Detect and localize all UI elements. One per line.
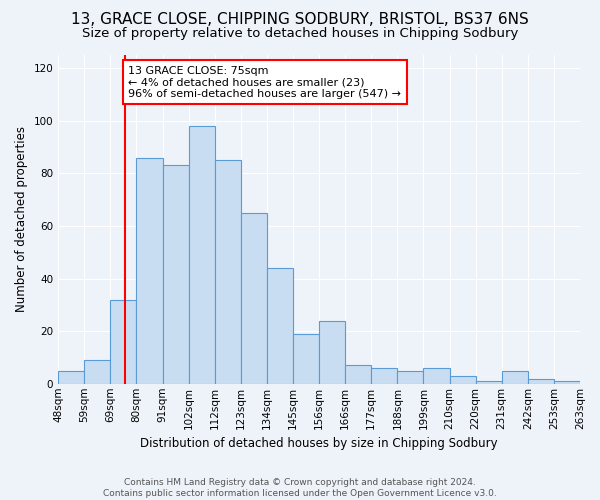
Bar xyxy=(58,370,84,384)
Text: 13 GRACE CLOSE: 75sqm
← 4% of detached houses are smaller (23)
96% of semi-detac: 13 GRACE CLOSE: 75sqm ← 4% of detached h… xyxy=(128,66,401,98)
Bar xyxy=(136,158,163,384)
Bar xyxy=(110,300,136,384)
X-axis label: Distribution of detached houses by size in Chipping Sodbury: Distribution of detached houses by size … xyxy=(140,437,498,450)
Bar xyxy=(267,268,293,384)
Bar xyxy=(293,334,319,384)
Bar xyxy=(397,370,424,384)
Bar xyxy=(476,381,502,384)
Text: Contains HM Land Registry data © Crown copyright and database right 2024.
Contai: Contains HM Land Registry data © Crown c… xyxy=(103,478,497,498)
Bar xyxy=(163,166,188,384)
Y-axis label: Number of detached properties: Number of detached properties xyxy=(15,126,28,312)
Bar xyxy=(371,368,397,384)
Bar xyxy=(188,126,215,384)
Bar xyxy=(345,366,371,384)
Text: 13, GRACE CLOSE, CHIPPING SODBURY, BRISTOL, BS37 6NS: 13, GRACE CLOSE, CHIPPING SODBURY, BRIST… xyxy=(71,12,529,28)
Text: Size of property relative to detached houses in Chipping Sodbury: Size of property relative to detached ho… xyxy=(82,28,518,40)
Bar xyxy=(528,378,554,384)
Bar xyxy=(215,160,241,384)
Bar xyxy=(554,381,580,384)
Bar xyxy=(502,370,528,384)
Bar xyxy=(424,368,449,384)
Bar xyxy=(241,213,267,384)
Bar xyxy=(84,360,110,384)
Bar xyxy=(449,376,476,384)
Bar xyxy=(319,320,345,384)
